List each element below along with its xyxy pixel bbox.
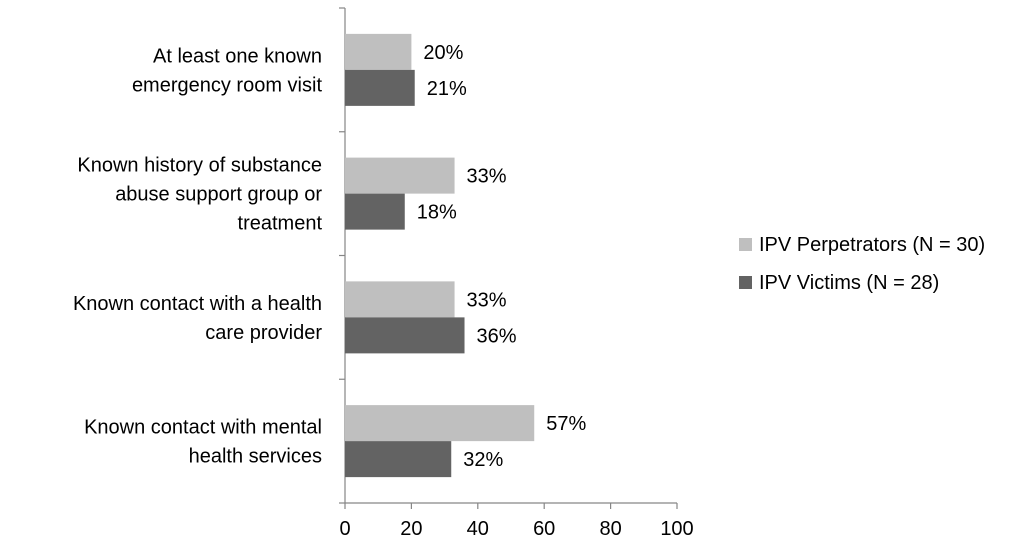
category-label-line: health services: [189, 446, 322, 468]
bar: [345, 157, 455, 194]
data-label: 57%: [546, 413, 586, 435]
bar-layer: [345, 33, 535, 478]
bar: [345, 317, 465, 354]
legend-swatch: [739, 238, 752, 251]
data-label: 21%: [427, 78, 467, 100]
category-label: Known history of substance abuse support …: [77, 155, 322, 235]
x-tick-label: 100: [660, 518, 693, 540]
legend-label: IPV Perpetrators (N = 30): [759, 234, 985, 256]
category-label-line: Known contact with mental: [84, 417, 322, 439]
category-label-line: At least one known: [153, 45, 322, 67]
label-layer: 0 20 40 60 80 100 20% 21% At least one known emer…: [73, 42, 694, 540]
x-tick-label: 0: [339, 518, 350, 540]
category-label-line: Known contact with a health: [73, 293, 322, 315]
bar: [345, 69, 415, 106]
x-tick-label: 20: [400, 518, 422, 540]
x-tick-label: 60: [533, 518, 555, 540]
data-label: 20%: [423, 42, 463, 64]
bar: [345, 33, 412, 70]
data-label: 33%: [467, 166, 507, 188]
category-label: At least one known emergency room visit: [132, 45, 323, 96]
category-label-line: abuse support group or: [115, 184, 322, 206]
category-label-line: emergency room visit: [132, 74, 323, 96]
bar: [345, 441, 452, 478]
legend: IPV Perpetrators (N = 30) IPV Victims (N …: [739, 234, 985, 294]
legend-label: IPV Victims (N = 28): [759, 272, 939, 294]
data-label: 18%: [417, 202, 457, 224]
category-label: Known contact with a health care provider: [73, 293, 322, 344]
bar: [345, 405, 535, 442]
x-tick-label: 80: [599, 518, 621, 540]
data-label: 36%: [477, 325, 517, 347]
category-label-line: Known history of substance: [77, 155, 322, 177]
x-tick-label: 40: [467, 518, 489, 540]
data-label: 33%: [467, 289, 507, 311]
bar: [345, 281, 455, 318]
category-label-line: care provider: [205, 322, 322, 344]
bar: [345, 193, 405, 230]
category-label-line: treatment: [238, 213, 323, 235]
data-label: 32%: [463, 449, 503, 471]
category-label: Known contact with mental health services: [84, 417, 322, 468]
legend-swatch: [739, 276, 752, 289]
